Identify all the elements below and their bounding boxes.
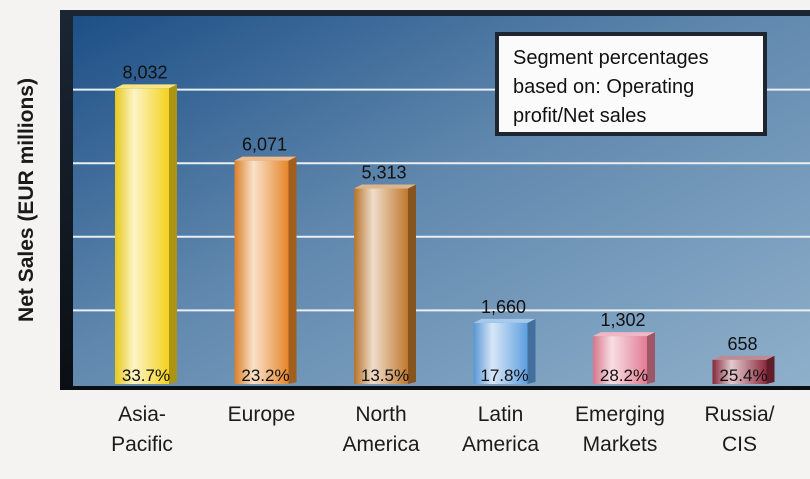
value-label: 8,032 — [122, 62, 167, 82]
value-label: 658 — [727, 334, 757, 354]
bar — [593, 336, 647, 384]
category-label: Latin America — [461, 403, 540, 456]
segment-percentage: 25.4% — [719, 366, 767, 385]
annotation-box: Segment percentages based on: Operating … — [495, 32, 767, 136]
bar-side — [408, 184, 416, 384]
bar — [712, 359, 767, 384]
category-label: Asia- Pacific — [111, 403, 173, 456]
category-label: North America — [342, 403, 420, 456]
bar — [234, 160, 289, 384]
segment-percentage: 23.2% — [241, 366, 289, 385]
bar-side — [169, 84, 177, 385]
segment-percentage: 33.7% — [122, 366, 170, 385]
bar-top — [354, 184, 416, 189]
y-axis-label-wrap: Net Sales (EUR millions) — [12, 40, 42, 360]
bar-top — [712, 355, 775, 360]
bar — [473, 322, 528, 384]
bar-side — [527, 318, 536, 384]
bar-side — [288, 156, 297, 384]
bar-side — [647, 332, 655, 384]
bar-top — [115, 84, 177, 89]
value-label: 1,660 — [481, 297, 526, 317]
value-label: 1,302 — [600, 310, 645, 330]
bar-top — [473, 318, 536, 323]
segment-percentage: 28.2% — [600, 366, 648, 385]
segment-percentage: 17.8% — [480, 366, 528, 385]
bar-top — [593, 332, 655, 337]
segment-percentage: 13.5% — [361, 366, 409, 385]
bar-top — [234, 156, 297, 161]
bar-side — [766, 355, 775, 384]
bar — [115, 88, 169, 385]
category-label: Europe — [227, 403, 296, 426]
value-label: 5,313 — [361, 162, 406, 182]
category-label: Russia/ CIS — [704, 403, 775, 456]
y-axis-label: Net Sales (EUR millions) — [15, 78, 38, 322]
value-label: 6,071 — [242, 135, 287, 155]
category-label: Emerging Markets — [575, 403, 665, 456]
bar — [354, 188, 408, 384]
